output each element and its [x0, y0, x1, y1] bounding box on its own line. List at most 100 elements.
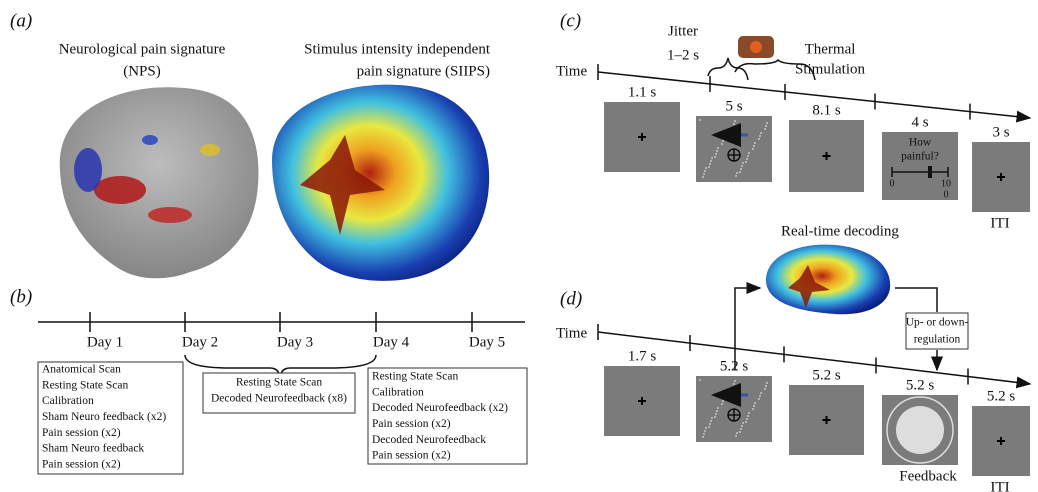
- dot: [714, 156, 716, 158]
- decoding: Real-time decoding: [781, 223, 899, 239]
- title: Neurological pain signature: [59, 41, 226, 57]
- dot: [699, 379, 701, 381]
- dot: [699, 119, 701, 121]
- box-line: Decoded Neurofeedback (x2): [372, 402, 508, 414]
- dot: [764, 128, 766, 130]
- dot: [741, 425, 743, 427]
- figure: (a) Neurological pain signature (NPS) St…: [0, 0, 1038, 492]
- dot: [709, 423, 711, 425]
- dot: [747, 155, 749, 157]
- brain-nps: [60, 87, 259, 278]
- box-line: Sham Neuro feedback (x2): [42, 411, 166, 423]
- dot: [748, 412, 750, 414]
- duration: 4 s: [911, 114, 928, 130]
- jitter-range: 1–2 s: [667, 47, 699, 63]
- dot: [708, 166, 710, 168]
- dot: [758, 138, 760, 140]
- title: pain signature (SIIPS): [357, 63, 490, 79]
- dot: [754, 402, 756, 404]
- dot: [745, 421, 747, 423]
- dot: [735, 175, 737, 177]
- panel-label: (a): [10, 10, 32, 31]
- box-line: Calibration: [372, 386, 424, 398]
- dot: [746, 158, 748, 160]
- day-label: Day 5: [469, 334, 505, 350]
- dot: [711, 417, 713, 419]
- panel-label: (b): [10, 286, 32, 307]
- duration: 5.2 s: [987, 388, 1016, 404]
- question: How: [909, 137, 932, 149]
- dot: [705, 167, 707, 169]
- dot: [747, 415, 749, 417]
- dot: [705, 427, 707, 429]
- regulation: Up- or down-: [906, 317, 969, 329]
- dot: [708, 426, 710, 428]
- dot: [742, 422, 744, 424]
- box-line: Sham Neuro feedback: [42, 443, 144, 455]
- dot: [754, 142, 756, 144]
- dot: [714, 416, 716, 418]
- dot: [758, 398, 760, 400]
- box-line: Pain session (x2): [42, 427, 121, 439]
- dot: [760, 392, 762, 394]
- box-line: Resting State Scan: [42, 379, 128, 391]
- brain-siips: [272, 85, 489, 281]
- dot: [753, 405, 755, 407]
- dot: [745, 161, 747, 163]
- dot: [729, 387, 731, 389]
- dot: [728, 390, 730, 392]
- box-line: Resting State Scan: [236, 377, 322, 389]
- dot: [703, 433, 705, 435]
- dot: [721, 143, 723, 145]
- dot: [740, 168, 742, 170]
- dot: [760, 132, 762, 134]
- dot: [728, 130, 730, 132]
- time-label: Time: [556, 325, 587, 341]
- duration: 8.1 s: [812, 102, 841, 118]
- dot: [716, 410, 718, 412]
- feedback-disc: [896, 406, 944, 454]
- box-line: Resting State Scan: [372, 371, 458, 383]
- box-line: Calibration: [42, 395, 94, 407]
- thermode-icon: [738, 36, 774, 58]
- dot: [752, 148, 754, 150]
- dot: [734, 380, 736, 382]
- dot: [739, 431, 741, 433]
- dot: [736, 432, 738, 434]
- jitter: Jitter: [668, 23, 698, 39]
- dot: [704, 430, 706, 432]
- brace: [708, 58, 748, 80]
- dot: [740, 428, 742, 430]
- iti: ITI: [990, 215, 1009, 231]
- day-label: Day 1: [87, 334, 123, 350]
- dot: [746, 418, 748, 420]
- dot: [717, 147, 719, 149]
- scale-max: 10: [941, 178, 951, 189]
- dot: [753, 145, 755, 147]
- dot: [710, 420, 712, 422]
- thermal: Stimulation: [795, 61, 866, 77]
- title: Stimulus intensity independent: [304, 41, 491, 57]
- dot: [716, 150, 718, 152]
- dot: [710, 160, 712, 162]
- dot: [764, 388, 766, 390]
- dot: [723, 137, 725, 139]
- box-line: Pain session (x2): [372, 450, 451, 462]
- brain-decoding: [766, 245, 890, 315]
- day-label: Day 4: [373, 334, 410, 350]
- dot: [759, 395, 761, 397]
- dot: [722, 140, 724, 142]
- dot: [702, 176, 704, 178]
- duration: 5 s: [725, 98, 742, 114]
- dot: [766, 382, 768, 384]
- day-label: Day 2: [182, 334, 218, 350]
- time-label: Time: [556, 63, 587, 79]
- duration: 1.7 s: [628, 348, 657, 364]
- dot: [735, 435, 737, 437]
- dot: [733, 123, 735, 125]
- question: painful?: [901, 151, 939, 163]
- regulation: regulation: [914, 334, 961, 346]
- dot: [702, 436, 704, 438]
- panel-label: (d): [560, 288, 582, 309]
- dot: [739, 171, 741, 173]
